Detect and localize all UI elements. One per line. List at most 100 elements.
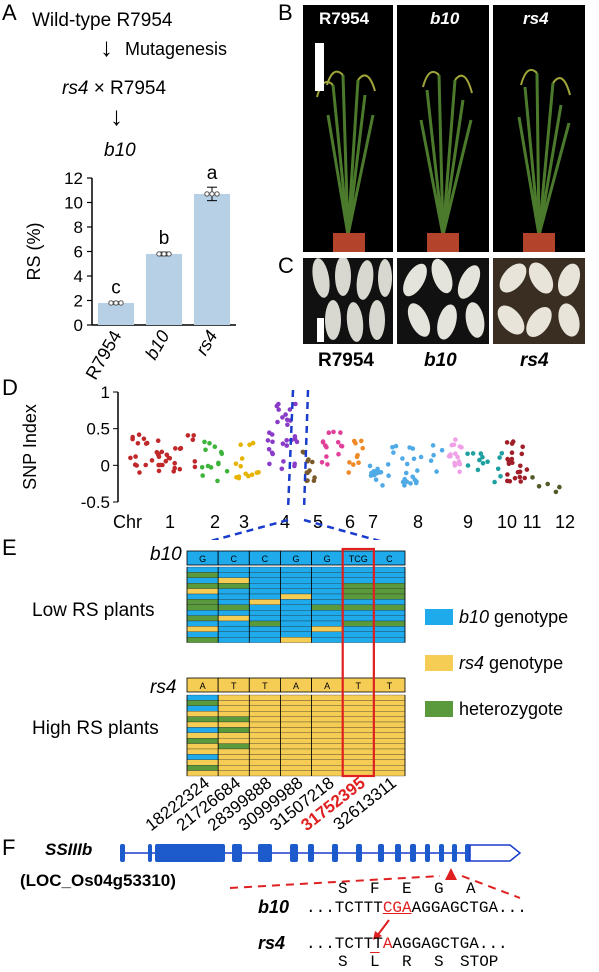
genotype-cell: [280, 604, 312, 611]
snp-point: [477, 457, 482, 463]
snp-point: [509, 456, 515, 462]
panel-label-a: A: [2, 0, 17, 25]
aa-bottom: S: [338, 953, 348, 971]
rs-bar-chart: 0 2 4 6 8 10 12 RS (%) c R7954 b b10 a rs4: [24, 163, 236, 380]
exon: [258, 844, 272, 862]
snp-point: [311, 478, 317, 483]
snp-point: [347, 460, 352, 465]
genotype-cell: [373, 705, 406, 712]
zoom-line: [209, 518, 289, 540]
snp-point: [324, 444, 329, 450]
bar: [146, 253, 182, 325]
aa-top: A: [466, 880, 476, 898]
exon: [232, 844, 242, 862]
chromosome-label: 5: [313, 512, 323, 532]
genotype-cell: [373, 610, 406, 616]
scale-bar: [315, 43, 324, 91]
snp-point: [281, 459, 286, 464]
cross-right-label: × R7954: [93, 78, 167, 99]
exon: [155, 844, 225, 862]
genotype-cell: [342, 705, 375, 712]
genotype-cell: [186, 727, 219, 733]
snp-point: [452, 460, 457, 466]
snp-point: [415, 468, 420, 473]
genotype-cell: [217, 694, 250, 701]
legend-swatch-rs4: [425, 655, 453, 671]
y-axis-label: RS (%): [24, 223, 44, 281]
genotype-cell: [373, 748, 406, 755]
rice-plant-image: [315, 43, 376, 252]
genotype-cell: [217, 711, 250, 717]
snp-point: [480, 454, 485, 460]
genotype-cell: [280, 759, 312, 766]
genotype-cell: [342, 716, 375, 723]
genotype-cell: [342, 637, 375, 643]
snp-point: [192, 459, 198, 464]
genotype-cell: [342, 599, 375, 605]
genotype-cell: [217, 732, 250, 739]
snp-point: [373, 477, 379, 482]
genotype-cell: [186, 631, 219, 638]
genotype-cell: [217, 738, 250, 744]
snp-point: [430, 443, 436, 448]
legend-text-het: heterozygote: [459, 698, 564, 719]
genotype-cell: [311, 577, 343, 584]
callout-line: [461, 875, 521, 899]
snp-point: [557, 484, 562, 490]
snp-point: [402, 483, 407, 488]
genotype-cell: [373, 583, 406, 589]
data-point: [161, 251, 167, 257]
y-tick-label: 0.5: [86, 420, 110, 439]
genotype-cell: [280, 599, 312, 605]
genotype-cell: [311, 615, 343, 622]
genotype-cell: [249, 620, 281, 627]
genotype-cell: [311, 705, 343, 712]
genotype-cell: [280, 615, 312, 622]
snp-point: [375, 466, 380, 472]
gene-structure-diagram: [120, 844, 522, 899]
chromosome-axis-prefix: Chr: [113, 512, 142, 532]
genotype-cell: [373, 604, 406, 611]
data-point: [204, 191, 210, 197]
snp-point: [269, 432, 275, 437]
snp-point: [305, 478, 310, 483]
snp-point: [203, 447, 208, 453]
genotype-cell: [186, 711, 219, 717]
panel-label-f: F: [2, 835, 16, 860]
b10-base: G: [292, 554, 299, 564]
exon: [439, 844, 444, 862]
genotype-cell: [186, 583, 219, 589]
snp-point: [156, 468, 162, 474]
genotype-cell: [249, 637, 281, 643]
genotype-cell: [249, 583, 281, 589]
genotype-cell: [280, 711, 312, 717]
genotype-cell: [249, 566, 281, 573]
panel-label-c: C: [278, 253, 294, 278]
genotype-cell: [342, 700, 375, 706]
b10-base: TCG: [349, 554, 368, 564]
genotype-cell: [373, 700, 406, 706]
snp-point: [457, 444, 463, 449]
genotype-cell: [217, 705, 250, 712]
snp-point: [319, 460, 325, 465]
genotype-cell: [217, 727, 250, 733]
snp-point: [326, 430, 332, 435]
genotype-cell: [186, 593, 219, 600]
b10-base: C: [386, 554, 393, 564]
genotype-cell: [342, 631, 375, 638]
genotype-cell: [311, 572, 343, 578]
genotype-grid: G C C G G TCG CA T T A A T T182223242172668428399888…: [142, 547, 406, 835]
chromosome-label: 8: [413, 512, 423, 532]
y-tick-label: 0: [74, 316, 83, 335]
genotype-cell: [373, 694, 406, 701]
data-point: [156, 251, 162, 257]
rice-grain-image: [312, 258, 392, 342]
genotype-cell: [249, 572, 281, 578]
genotype-cell: [280, 637, 312, 643]
snp-point: [280, 441, 286, 446]
exon: [465, 844, 470, 862]
rice-plant-image: [517, 69, 571, 252]
data-point: [118, 300, 124, 306]
y-tick-label: 0: [101, 456, 110, 475]
chromosome-label: 7: [368, 512, 378, 532]
